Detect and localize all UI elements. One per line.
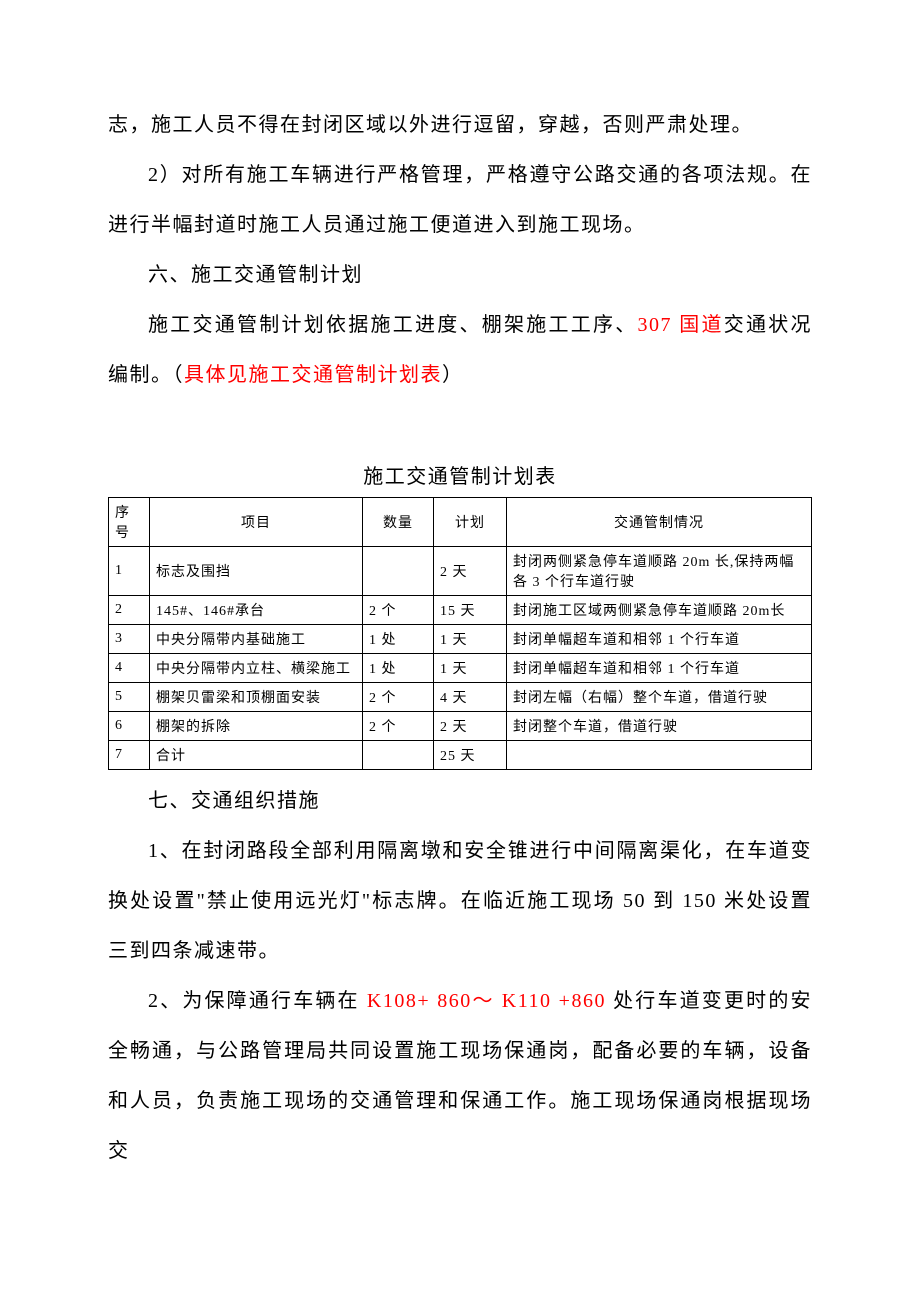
cell-plan: 4 天 [434,683,507,712]
cell-seq: 4 [109,654,150,683]
p4-red-roadname: 307 国道 [638,314,724,336]
table-header-row: 序 号 项目 数量 计划 交通管制情况 [109,498,812,547]
heading-6: 六、施工交通管制计划 [108,250,812,300]
p7-pre: 2、为保障通行车辆在 [148,990,367,1012]
paragraph-1: 志，施工人员不得在封闭区域以外进行逗留，穿越，否则严肃处理。 [108,100,812,150]
table-row: 1 标志及围挡 2 天 封闭两侧紧急停车道顺路 20m 长,保持两幅各 3 个行… [109,547,812,596]
table-row: 4 中央分隔带内立柱、横梁施工 1 处 1 天 封闭单幅超车道和相邻 1 个行车… [109,654,812,683]
cell-qty: 2 个 [363,596,434,625]
p7-post: 处行车道变更时的安全畅通，与公路管理局共同设置施工现场保通岗，配备必要的车辆，设… [108,990,812,1162]
cell-item: 棚架的拆除 [150,712,363,741]
cell-situation: 封闭施工区域两侧紧急停车道顺路 20m长 [507,596,812,625]
cell-qty: 1 处 [363,625,434,654]
p4-post: ） [442,364,464,386]
cell-plan: 2 天 [434,712,507,741]
seq-line1: 序 [115,506,130,521]
cell-item: 145#、146#承台 [150,596,363,625]
cell-item: 标志及围挡 [150,547,363,596]
cell-qty: 2 个 [363,683,434,712]
table-row: 7 合计 25 天 [109,741,812,770]
col-header-seq: 序 号 [109,498,150,547]
cell-plan: 2 天 [434,547,507,596]
col-header-item: 项目 [150,498,363,547]
cell-seq: 7 [109,741,150,770]
paragraph-6: 1、在封闭路段全部利用隔离墩和安全锥进行中间隔离渠化，在车道变换处设置"禁止使用… [108,826,812,976]
cell-qty: 1 处 [363,654,434,683]
p4-pre: 施工交通管制计划依据施工进度、棚架施工工序、 [148,314,638,336]
traffic-control-table: 序 号 项目 数量 计划 交通管制情况 1 标志及围挡 2 天 封闭两侧紧急停车… [108,497,812,770]
table-body: 1 标志及围挡 2 天 封闭两侧紧急停车道顺路 20m 长,保持两幅各 3 个行… [109,547,812,770]
cell-situation: 封闭左幅（右幅）整个车道，借道行驶 [507,683,812,712]
cell-seq: 2 [109,596,150,625]
seq-line2: 号 [115,526,130,541]
cell-situation [507,741,812,770]
cell-situation: 封闭单幅超车道和相邻 1 个行车道 [507,625,812,654]
p7-red-kilometer: K108+ 860～ K110 +860 [367,990,606,1012]
table-row: 5 棚架贝雷梁和顶棚面安装 2 个 4 天 封闭左幅（右幅）整个车道，借道行驶 [109,683,812,712]
paragraph-2: 2）对所有施工车辆进行严格管理，严格遵守公路交通的各项法规。在进行半幅封道时施工… [108,150,812,250]
table-row: 6 棚架的拆除 2 个 2 天 封闭整个车道，借道行驶 [109,712,812,741]
cell-item: 中央分隔带内基础施工 [150,625,363,654]
cell-plan: 15 天 [434,596,507,625]
cell-situation: 封闭单幅超车道和相邻 1 个行车道 [507,654,812,683]
cell-situation: 封闭整个车道，借道行驶 [507,712,812,741]
cell-qty: 2 个 [363,712,434,741]
col-header-plan: 计划 [434,498,507,547]
col-header-situation: 交通管制情况 [507,498,812,547]
cell-seq: 6 [109,712,150,741]
cell-qty [363,741,434,770]
cell-item: 合计 [150,741,363,770]
cell-qty [363,547,434,596]
cell-seq: 5 [109,683,150,712]
table-title: 施工交通管制计划表 [108,460,812,489]
p4-red-reference: 具体见施工交通管制计划表 [184,364,442,386]
cell-seq: 3 [109,625,150,654]
cell-situation: 封闭两侧紧急停车道顺路 20m 长,保持两幅各 3 个行车道行驶 [507,547,812,596]
paragraph-7: 2、为保障通行车辆在 K108+ 860～ K110 +860 处行车道变更时的… [108,976,812,1176]
heading-7: 七、交通组织措施 [108,776,812,826]
table-row: 3 中央分隔带内基础施工 1 处 1 天 封闭单幅超车道和相邻 1 个行车道 [109,625,812,654]
paragraph-4: 施工交通管制计划依据施工进度、棚架施工工序、307 国道交通状况编制。（具体见施… [108,300,812,400]
cell-plan: 1 天 [434,654,507,683]
cell-plan: 25 天 [434,741,507,770]
cell-item: 棚架贝雷梁和顶棚面安装 [150,683,363,712]
table-row: 2 145#、146#承台 2 个 15 天 封闭施工区域两侧紧急停车道顺路 2… [109,596,812,625]
cell-seq: 1 [109,547,150,596]
col-header-qty: 数量 [363,498,434,547]
cell-plan: 1 天 [434,625,507,654]
cell-item: 中央分隔带内立柱、横梁施工 [150,654,363,683]
page-content: 志，施工人员不得在封闭区域以外进行逗留，穿越，否则严肃处理。 2）对所有施工车辆… [0,0,920,1256]
